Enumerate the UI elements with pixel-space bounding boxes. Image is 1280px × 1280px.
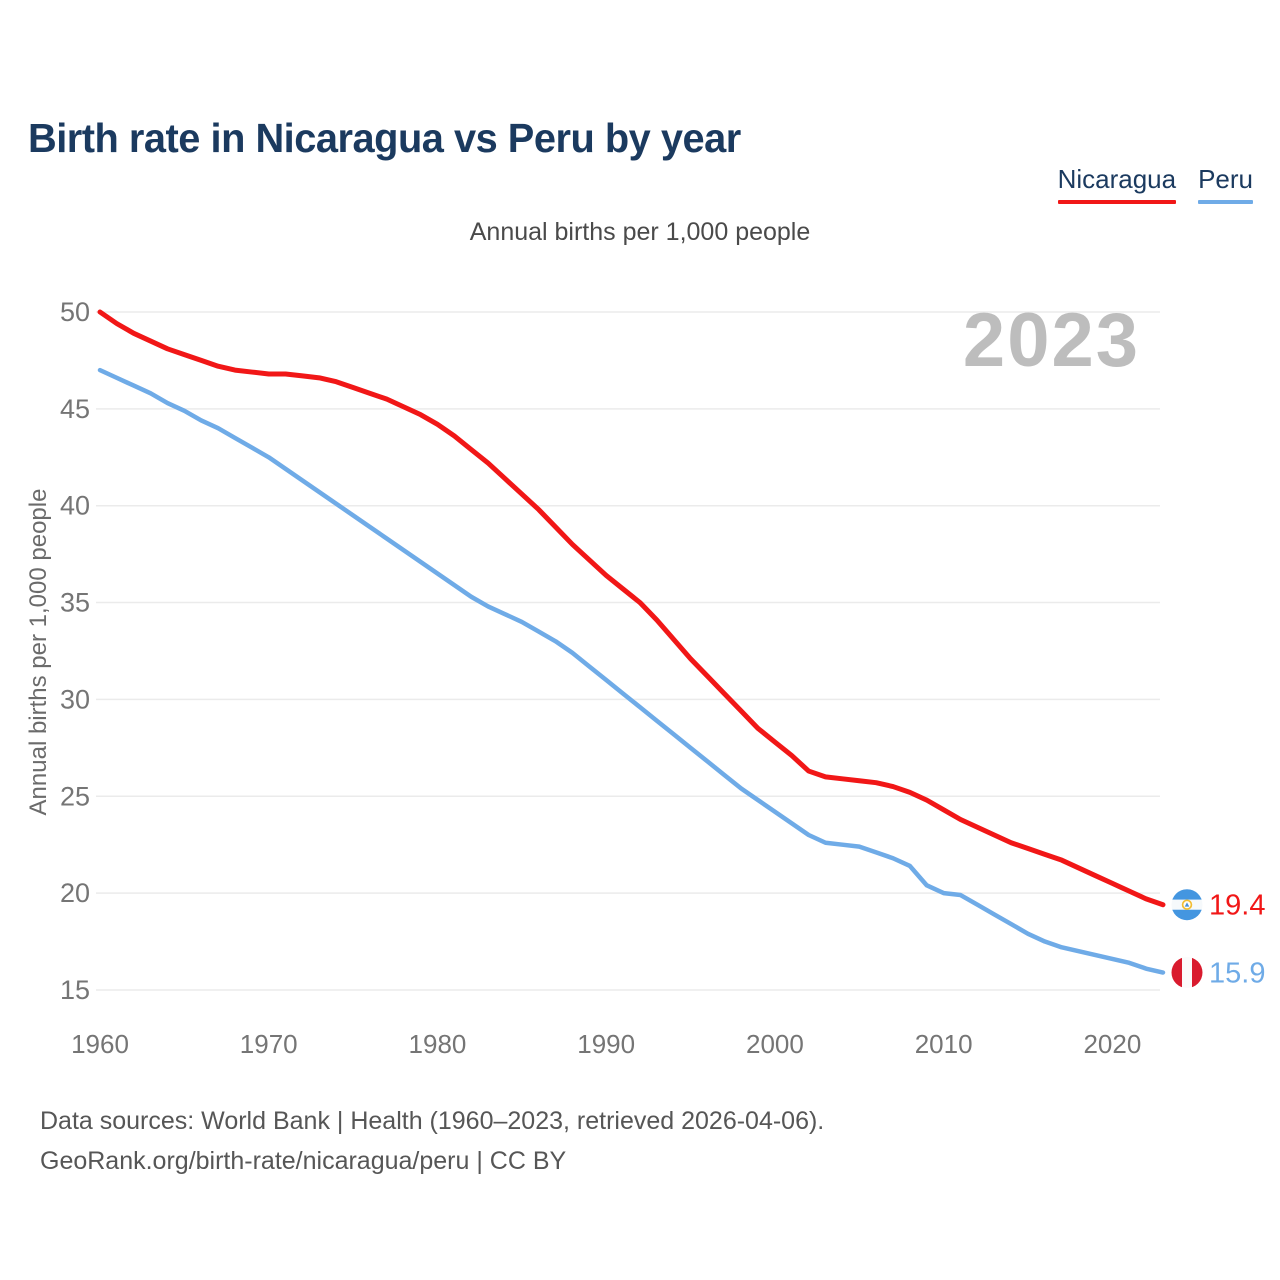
peru-line-series[interactable] <box>97 367 1166 975</box>
legend-item-peru[interactable]: Peru <box>1198 164 1253 204</box>
x-tick-label: 2000 <box>746 1029 804 1059</box>
nicaragua-end-value-label: 19.4 <box>1209 890 1265 922</box>
y-tick-label: 20 <box>60 878 90 908</box>
x-axis-tick-labels: 1960 1970 1980 1990 2000 2010 2020 <box>71 1029 1141 1059</box>
y-tick-label: 45 <box>60 394 90 424</box>
y-axis-tick-labels: 15 20 25 30 35 40 45 50 <box>60 297 90 1005</box>
x-tick-label: 1980 <box>409 1029 467 1059</box>
y-tick-label: 25 <box>60 781 90 811</box>
y-tick-label: 50 <box>60 297 90 327</box>
y-tick-label: 30 <box>60 684 90 714</box>
gridlines <box>96 311 1160 991</box>
page-title: Birth rate in Nicaragua vs Peru by year <box>28 115 741 162</box>
x-tick-label: 1970 <box>240 1029 298 1059</box>
y-tick-label: 40 <box>60 491 90 521</box>
legend: Nicaragua Peru <box>1057 164 1253 204</box>
x-tick-label: 1990 <box>577 1029 635 1059</box>
attribution-line: GeoRank.org/birth-rate/nicaragua/peru | … <box>40 1147 567 1175</box>
legend-item-nicaragua[interactable]: Nicaragua <box>1057 164 1177 204</box>
y-tick-label: 35 <box>60 588 90 618</box>
peru-flag-icon <box>1171 957 1203 989</box>
peru-end-value-label: 15.9 <box>1209 958 1265 990</box>
x-tick-label: 2020 <box>1083 1029 1141 1059</box>
year-watermark: 2023 <box>963 298 1140 383</box>
footer: Data sources: World Bank | Health (1960–… <box>40 1101 824 1181</box>
legend-underline-peru <box>1198 200 1253 204</box>
data-sources-line: Data sources: World Bank | Health (1960–… <box>40 1107 825 1135</box>
legend-label-peru: Peru <box>1198 164 1253 194</box>
y-axis-title: Annual births per 1,000 people <box>25 489 52 816</box>
nicaragua-line-series[interactable] <box>97 309 1166 908</box>
x-tick-label: 2010 <box>915 1029 973 1059</box>
nicaragua-flag-icon <box>1171 889 1203 921</box>
legend-label-nicaragua: Nicaragua <box>1057 164 1177 194</box>
y-tick-label: 15 <box>60 975 90 1005</box>
legend-underline-nicaragua <box>1057 200 1177 204</box>
chart-subtitle: Annual births per 1,000 people <box>469 218 811 246</box>
x-tick-label: 1960 <box>71 1029 129 1059</box>
